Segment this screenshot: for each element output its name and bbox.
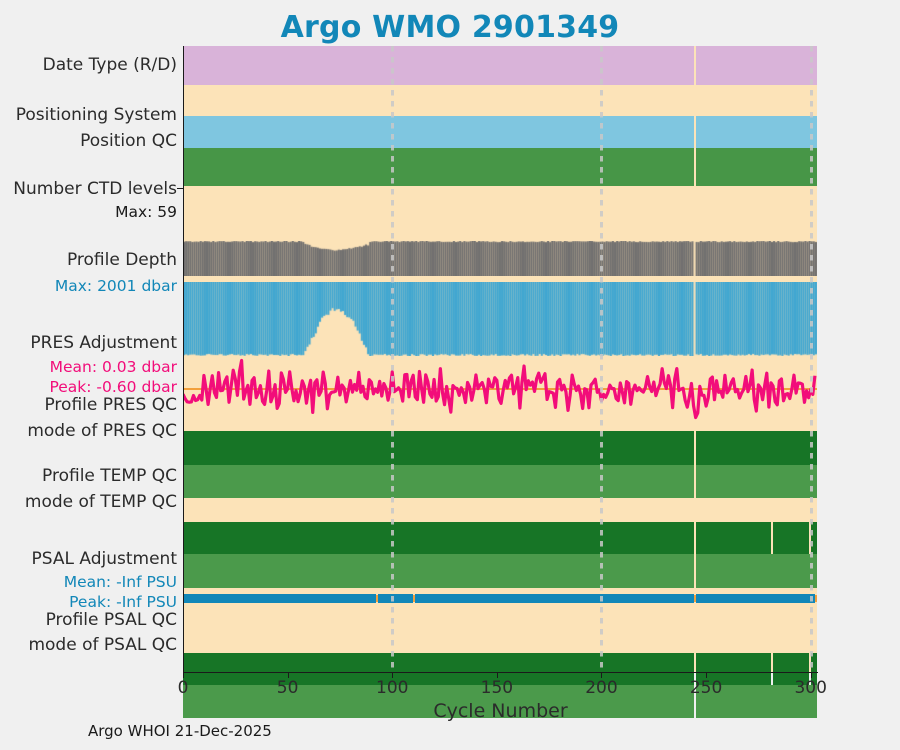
band-segment bbox=[183, 431, 694, 465]
y-axis-line bbox=[183, 46, 184, 673]
band-profile-psal-qc bbox=[183, 653, 817, 685]
band-segment bbox=[810, 653, 817, 685]
row-label-mode-of-pres-qc: mode of PRES QC bbox=[27, 421, 177, 441]
band-segment bbox=[183, 46, 694, 85]
band-segment bbox=[695, 431, 817, 465]
x-tick-label-50: 50 bbox=[276, 678, 299, 698]
band-segment bbox=[695, 522, 771, 554]
x-tick-label-150: 150 bbox=[480, 678, 514, 698]
band-segment bbox=[183, 465, 694, 498]
x-tick-label-0: 0 bbox=[177, 678, 189, 698]
row-label-psal-adjustment: PSAL Adjustment bbox=[31, 549, 177, 569]
footer-credit: Argo WHOI 21-Dec-2025 bbox=[88, 722, 272, 740]
band-profile-temp-qc bbox=[183, 522, 817, 554]
band-segment bbox=[695, 685, 817, 718]
row-label-profile-depth: Profile Depth bbox=[66, 250, 177, 270]
x-tick-300 bbox=[810, 672, 812, 678]
row-label-profile-pres-qc: Profile PRES QC bbox=[44, 395, 177, 415]
number-ctd-levels-bars bbox=[183, 241, 817, 276]
plot-area bbox=[183, 46, 817, 718]
x-axis-line bbox=[183, 672, 818, 673]
band-segment bbox=[773, 653, 809, 685]
row-label-pres-adjustment-annotation: Peak: -0.60 dbar bbox=[49, 378, 177, 396]
x-tick-label-250: 250 bbox=[689, 678, 723, 698]
band-segment bbox=[183, 148, 694, 186]
gridline-200 bbox=[600, 46, 604, 672]
x-tick-label-200: 200 bbox=[585, 678, 618, 698]
profile-depth-bars bbox=[183, 282, 817, 356]
row-label-number-ctd-levels-annotation: Max: 59 bbox=[115, 203, 177, 221]
band-segment bbox=[695, 653, 771, 685]
row-label-pres-adjustment: PRES Adjustment bbox=[30, 333, 177, 353]
psal-adjustment-segment bbox=[415, 594, 694, 603]
row-label-mode-of-temp-qc: mode of TEMP QC bbox=[24, 492, 177, 512]
pres-adjustment-series bbox=[183, 356, 817, 431]
row-label-mode-of-psal-qc: mode of PSAL QC bbox=[28, 635, 177, 655]
band-segment bbox=[183, 685, 694, 718]
band-segment bbox=[183, 116, 694, 148]
band-segment bbox=[183, 522, 694, 554]
band-psal-adjustment bbox=[183, 569, 817, 653]
row-label-profile-psal-qc: Profile PSAL QC bbox=[45, 610, 177, 630]
x-tick-150 bbox=[496, 672, 498, 678]
band-positioning-system bbox=[183, 116, 817, 148]
psal-adjustment-segment bbox=[183, 594, 376, 603]
psal-adjustment-segment bbox=[377, 594, 414, 603]
page-title: Argo WMO 2901349 bbox=[280, 10, 620, 45]
band-segment bbox=[183, 653, 694, 685]
row-label-profile-depth-annotation: Max: 2001 dbar bbox=[54, 277, 177, 295]
gridline-100 bbox=[391, 46, 395, 672]
band-segment bbox=[810, 522, 817, 554]
row-label-positioning-system: Positioning System bbox=[15, 105, 177, 125]
band-segment bbox=[695, 46, 817, 85]
band-segment bbox=[183, 554, 694, 588]
x-tick-50 bbox=[287, 672, 289, 678]
x-axis-label: Cycle Number bbox=[433, 700, 568, 722]
x-tick-label-100: 100 bbox=[376, 678, 409, 698]
band-mode-of-psal-qc bbox=[183, 685, 817, 718]
x-tick-250 bbox=[706, 672, 708, 678]
band-segment bbox=[695, 554, 817, 588]
band-segment bbox=[695, 148, 817, 186]
band-profile-depth bbox=[183, 282, 817, 356]
x-tick-label-300: 300 bbox=[794, 678, 827, 698]
band-mode-of-temp-qc bbox=[183, 554, 817, 588]
x-tick-200 bbox=[601, 672, 603, 678]
row-label-psal-adjustment-annotation: Mean: -Inf PSU bbox=[63, 573, 177, 591]
psal-adjustment-segment bbox=[695, 594, 815, 603]
band-number-ctd-levels bbox=[183, 241, 817, 276]
ctd-levels-y-tick bbox=[177, 188, 183, 189]
row-label-number-ctd-levels: Number CTD levels bbox=[13, 179, 177, 199]
gridline-300 bbox=[809, 46, 813, 672]
x-tick-100 bbox=[392, 672, 394, 678]
row-label-date-type: Date Type (R/D) bbox=[42, 55, 177, 75]
row-labels: Date Type (R/D) Positioning System Positio… bbox=[0, 0, 183, 750]
row-label-pres-adjustment-annotation: Mean: 0.03 dbar bbox=[49, 358, 177, 376]
row-label-psal-adjustment-annotation: Peak: -Inf PSU bbox=[69, 593, 177, 611]
row-label-position-qc: Position QC bbox=[80, 131, 177, 151]
band-segment bbox=[773, 522, 809, 554]
band-segment bbox=[695, 116, 817, 148]
band-pres-adjustment bbox=[183, 356, 817, 431]
band-segment bbox=[695, 465, 817, 498]
band-position-qc bbox=[183, 148, 817, 186]
band-profile-pres-qc bbox=[183, 431, 817, 465]
band-mode-of-pres-qc bbox=[183, 465, 817, 498]
x-tick-0 bbox=[183, 672, 184, 678]
band-date-type bbox=[183, 46, 817, 85]
row-label-profile-temp-qc: Profile TEMP QC bbox=[42, 466, 177, 486]
